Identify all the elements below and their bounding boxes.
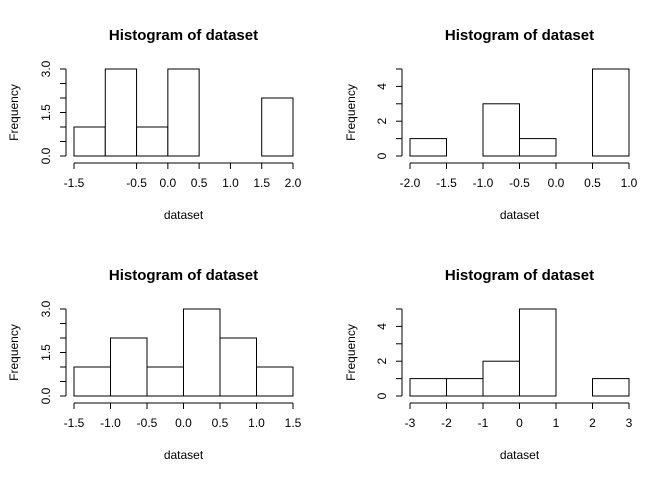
x-tick-label: -3	[405, 416, 416, 430]
histogram-panel-2: Histogram of dataset -2.0 -1.5 -1.0 -0.5 0.0 0…	[344, 27, 638, 222]
x-axis-label: dataset	[164, 208, 204, 222]
y-tick-label: 2	[375, 358, 389, 365]
y-tick-label: 3.0	[39, 300, 53, 317]
y-axis-label: Frequency	[7, 324, 21, 381]
x-axis-label: dataset	[500, 448, 540, 462]
x-tick-label: 2	[589, 416, 596, 430]
histogram-bar	[219, 337, 257, 397]
histogram-bar	[519, 138, 557, 157]
y-axis-label: Frequency	[7, 84, 21, 141]
histogram-panel-1: Histogram of dataset -1.5 -0.5 0.0 0.5 1.0 1.5…	[7, 27, 302, 222]
y-tick-label: 0.0	[39, 147, 53, 164]
histogram-bar	[104, 68, 138, 157]
histogram-bar	[183, 308, 221, 397]
y-axis-label: Frequency	[344, 84, 358, 141]
histogram-bar	[482, 360, 520, 397]
histogram-bar	[592, 68, 630, 157]
x-tick-label: 1.0	[621, 176, 638, 190]
histogram-bar	[482, 103, 520, 157]
x-tick-label: 1.5	[253, 176, 270, 190]
y-tick-label: 0	[375, 392, 389, 399]
x-tick-label: 0.0	[175, 416, 192, 430]
histogram-bar	[73, 366, 111, 397]
y-tick-label: 3.0	[39, 60, 53, 77]
histogram-bar	[519, 308, 557, 397]
x-tick-label: 1.0	[222, 176, 239, 190]
histogram-bar	[409, 138, 447, 157]
x-tick-label: -1.5	[64, 176, 85, 190]
x-tick-label: -0.5	[509, 176, 530, 190]
y-tick-label: 4	[375, 83, 389, 90]
histogram-bar	[167, 68, 200, 157]
x-tick-label: 0.5	[191, 176, 208, 190]
x-tick-label: -0.5	[126, 176, 147, 190]
histogram-bar	[73, 126, 106, 157]
x-tick-label: 0	[516, 416, 523, 430]
x-tick-label: -1.0	[473, 176, 494, 190]
histogram-panel-4: Histogram of dataset -3 -2 -1 0 1 2 3 0 2 4 dataset…	[344, 267, 633, 462]
x-tick-label: -1.5	[436, 176, 457, 190]
x-tick-label: -1	[478, 416, 489, 430]
chart-title: Histogram of dataset	[109, 267, 258, 284]
x-tick-label: 0.5	[212, 416, 229, 430]
chart-title: Histogram of dataset	[445, 267, 594, 284]
x-tick-label: 0.5	[584, 176, 601, 190]
chart-title: Histogram of dataset	[109, 27, 258, 44]
histogram-bar	[256, 366, 294, 397]
x-tick-label: 3	[626, 416, 633, 430]
x-tick-label: -2.0	[400, 176, 421, 190]
x-tick-label: -2	[441, 416, 452, 430]
histogram-bar	[409, 378, 447, 397]
histogram-bar	[146, 366, 184, 397]
y-tick-label: 1.5	[39, 344, 53, 361]
x-tick-label: 1.0	[248, 416, 265, 430]
x-tick-label: 0.0	[160, 176, 177, 190]
histogram-bar	[592, 378, 630, 397]
histogram-bar	[446, 378, 484, 397]
x-tick-label: 1	[553, 416, 560, 430]
x-tick-label: 0.0	[548, 176, 565, 190]
x-axis-label: dataset	[164, 448, 204, 462]
y-tick-label: 2	[375, 118, 389, 125]
chart-title: Histogram of dataset	[445, 27, 594, 44]
x-tick-label: -0.5	[137, 416, 158, 430]
x-tick-label: 1.5	[285, 416, 302, 430]
histogram-bar	[110, 337, 148, 397]
histogram-bar	[136, 126, 169, 157]
y-tick-label: 4	[375, 323, 389, 330]
y-tick-label: 1.5	[39, 104, 53, 121]
x-tick-label: -1.5	[64, 416, 85, 430]
y-tick-label: 0.0	[39, 387, 53, 404]
x-tick-label: 2.0	[285, 176, 302, 190]
x-axis-label: dataset	[500, 208, 540, 222]
y-tick-label: 0	[375, 152, 389, 159]
x-tick-label: -1.0	[100, 416, 121, 430]
histogram-panel-3: Histogram of dataset -1.5 -1.0 -0.5 0.0 0.5 1.…	[7, 267, 302, 462]
y-axis-label: Frequency	[344, 324, 358, 381]
histogram-bar	[261, 97, 294, 157]
